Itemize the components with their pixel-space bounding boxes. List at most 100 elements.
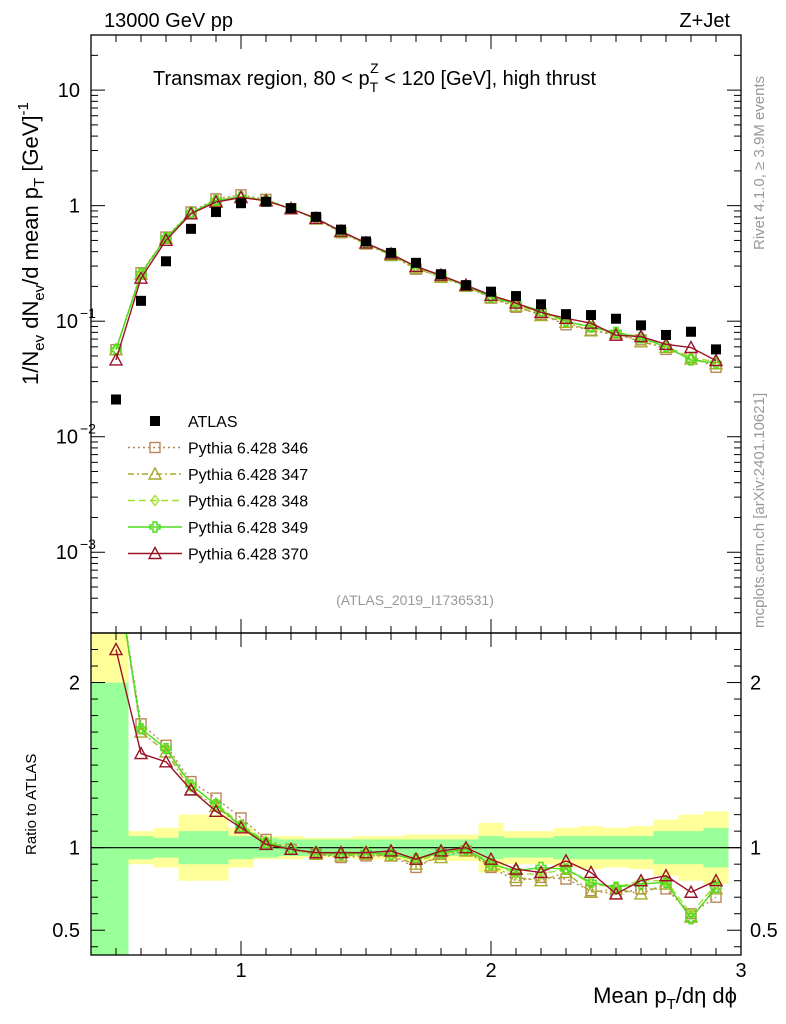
x-tick-label: 1: [235, 960, 246, 982]
atlas-data-point: [711, 344, 721, 355]
atlas-data-point: [311, 211, 321, 222]
series-marker-ratio: [208, 803, 224, 818]
atlas-data-point: [136, 295, 146, 306]
series-marker-ratio: [585, 876, 597, 889]
atlas-data-point: [336, 224, 346, 235]
atlas-data-point: [686, 326, 696, 337]
legend-label: Pythia 6.428 370: [188, 547, 308, 564]
series-marker-main: [533, 304, 549, 319]
atlas-data-point: [186, 223, 196, 234]
series-line-main: [115, 196, 717, 364]
series-marker-ratio: [685, 912, 697, 925]
series-marker-ratio: [433, 850, 449, 864]
x-tick-label: 3: [735, 960, 746, 982]
series-marker-ratio: [708, 873, 724, 887]
x-axis-label-pre: Mean p: [593, 983, 666, 1008]
atlas-data-point: [361, 236, 371, 247]
legend-label-atlas: ATLAS: [188, 414, 238, 431]
atlas-data-point: [286, 203, 296, 214]
series-marker-ratio: [433, 843, 449, 857]
series-marker-main: [135, 267, 147, 280]
series-marker-ratio: [583, 884, 599, 898]
ratio-panel-frame: [90, 632, 742, 956]
series-marker-ratio: [210, 792, 222, 804]
series-marker-main: [183, 206, 199, 220]
plot-title-sup: Z: [370, 60, 379, 76]
main-y-tick-exponent: −1: [80, 305, 96, 321]
ratio-y-tick-label: 1: [69, 838, 80, 860]
series-marker-ratio: [283, 841, 299, 856]
x-tick-label: 2: [485, 960, 496, 982]
main-y-tick-exponent: −2: [80, 421, 96, 437]
series-marker-main: [708, 353, 724, 367]
series-marker-ratio: [108, 642, 124, 656]
series-marker-main: [685, 354, 697, 366]
series-marker-ratio: [408, 851, 424, 865]
series-marker-ratio: [633, 873, 649, 887]
legend-marker: [150, 494, 160, 507]
ratio-y-tick-label-right: 0.5: [750, 920, 778, 942]
series-marker-ratio: [308, 845, 324, 859]
series-marker-ratio: [635, 878, 647, 890]
series-marker-ratio: [458, 840, 474, 854]
legend-label: Pythia 6.428 346: [188, 441, 308, 458]
series-marker-ratio: [135, 723, 147, 735]
series-marker-main: [160, 231, 172, 244]
series-marker-ratio: [658, 868, 674, 882]
main-y-tick-label: 10: [58, 80, 80, 102]
plot-title-pre: Transmax region, 80 < p: [153, 68, 370, 90]
main-y-axis-label: 1/Nev dNev/d mean pT [GeV]-1: [15, 102, 48, 385]
plot-title-post: < 120 [GeV], high thrust: [379, 68, 597, 90]
main-y-tick-exponent: −3: [80, 536, 96, 552]
series-marker-main: [710, 357, 722, 369]
series-marker-ratio: [583, 864, 599, 879]
ratio-y-tick-label-right: 2: [750, 673, 761, 695]
series-marker-ratio: [658, 876, 674, 890]
x-axis-label-post: /dη dϕ: [676, 983, 737, 1008]
series-marker-ratio: [558, 864, 574, 879]
atlas-data-point: [211, 207, 221, 218]
series-marker-ratio: [233, 820, 249, 834]
plot-title-sub: T: [370, 79, 379, 95]
series-marker-ratio: [683, 884, 699, 898]
series-marker-ratio: [558, 853, 574, 867]
legend-marker: [147, 466, 163, 480]
series-marker-ratio: [258, 836, 274, 851]
rivet-version-label: Rivet 4.1.0, ≥ 3.9M events: [751, 76, 768, 250]
axis-ticks: [90, 34, 742, 955]
atlas-data-point: [111, 394, 121, 405]
series-line-main: [115, 196, 717, 362]
legend-marker-atlas: [150, 416, 160, 426]
atlas-data-point: [261, 196, 271, 207]
main-series-group: [108, 189, 724, 373]
series-marker-ratio: [383, 843, 399, 857]
series-marker-ratio: [460, 843, 472, 856]
series-marker-ratio: [110, 561, 122, 572]
ratio-y-tick-label-right: 1: [750, 838, 761, 860]
atlas-data-point: [386, 247, 396, 258]
series-marker-ratio: [183, 782, 199, 796]
series-marker-ratio: [508, 869, 524, 884]
series-marker-main: [108, 352, 124, 366]
series-marker-main: [583, 323, 599, 337]
ratio-uncertainty-bands: [91, 633, 729, 955]
series-marker-ratio: [633, 886, 649, 900]
series-marker-ratio: [560, 863, 572, 875]
main-y-tick-label: 10: [56, 427, 78, 449]
atlas-data-point: [561, 309, 571, 320]
atlas-data-point: [486, 286, 496, 297]
series-marker-ratio: [358, 845, 374, 859]
series-marker-ratio: [483, 851, 499, 865]
series-marker-ratio: [111, 562, 121, 572]
atlas-data-point: [661, 329, 671, 340]
series-marker-main: [508, 295, 524, 309]
series-marker-ratio: [533, 873, 549, 887]
series-marker-ratio: [160, 742, 172, 755]
analysis-id: (ATLAS_2019_I1736531): [336, 592, 494, 608]
series-marker-ratio: [535, 861, 547, 874]
series-marker-ratio: [608, 886, 624, 900]
atlas-data-point: [461, 280, 471, 291]
series-marker-ratio: [186, 780, 196, 793]
legend-label: Pythia 6.428 349: [188, 520, 308, 537]
